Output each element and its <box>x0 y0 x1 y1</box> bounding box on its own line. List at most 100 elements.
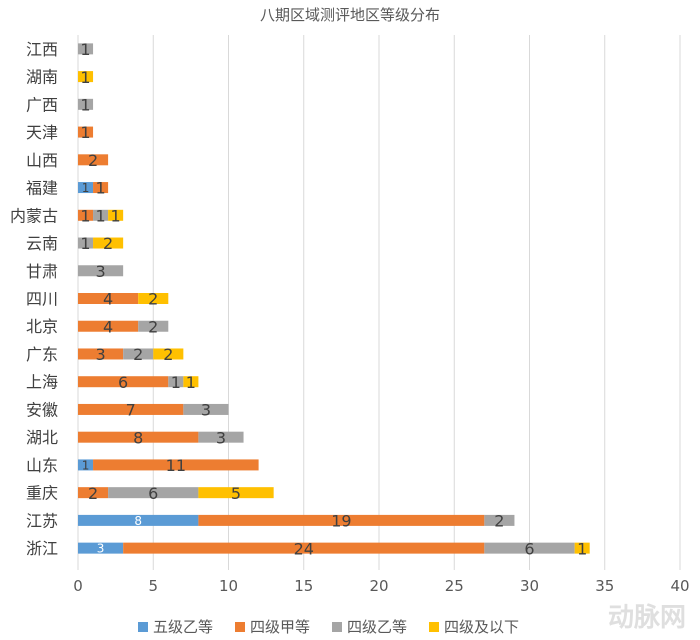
category-label: 江苏 <box>26 511 58 530</box>
data-label: 2 <box>133 345 143 364</box>
x-tick-label: 35 <box>595 577 614 595</box>
data-label: 4 <box>103 290 113 309</box>
data-label: 1 <box>111 206 121 225</box>
bar-segment <box>78 459 94 471</box>
bar-segment <box>574 542 590 554</box>
bar-segment <box>78 126 94 138</box>
data-label: 1 <box>186 373 196 392</box>
legend-label: 四级及以下 <box>444 618 519 636</box>
data-label: 3 <box>216 428 226 447</box>
category-label: 四川 <box>26 290 58 309</box>
category-label: 云南 <box>26 234 58 253</box>
category-label: 上海 <box>26 373 58 392</box>
bar-segment <box>78 154 109 166</box>
category-label: 安徽 <box>26 400 58 419</box>
watermark: 动脉网 <box>607 603 686 633</box>
category-label: 浙江 <box>26 539 58 558</box>
bar-segment <box>198 514 485 526</box>
legend-swatch <box>332 622 342 632</box>
category-label: 广西 <box>26 95 58 114</box>
bar-segment <box>78 265 124 277</box>
category-label: 湖南 <box>26 68 58 87</box>
data-label: 2 <box>494 512 504 531</box>
bar-segment <box>78 182 94 194</box>
legend-swatch <box>138 622 148 632</box>
bar-segment <box>93 209 109 221</box>
x-tick-label: 40 <box>670 577 689 595</box>
data-label: 3 <box>201 401 211 420</box>
data-label: 5 <box>231 484 241 503</box>
data-label: 19 <box>331 512 351 531</box>
data-label: 3 <box>97 542 105 556</box>
bar-segment <box>198 487 274 499</box>
legend-label: 四级乙等 <box>347 618 407 636</box>
x-tick-label: 20 <box>369 577 388 595</box>
data-label: 2 <box>88 484 98 503</box>
data-label: 1 <box>95 206 105 225</box>
bar-segment <box>138 293 169 304</box>
bar-segment <box>78 98 94 110</box>
data-label: 1 <box>171 373 181 392</box>
data-label: 8 <box>134 514 142 528</box>
bar-segment <box>78 348 124 360</box>
bar-segment <box>78 542 124 554</box>
bar-segment <box>198 431 244 443</box>
data-label: 6 <box>148 484 158 503</box>
bar-segment <box>78 514 199 526</box>
bar-segment <box>108 487 199 499</box>
data-label: 1 <box>577 539 587 558</box>
bar-segment <box>78 320 139 332</box>
x-tick-label: 10 <box>219 577 238 595</box>
bar-segment <box>78 403 184 415</box>
category-label: 江西 <box>26 40 58 59</box>
data-label: 1 <box>80 95 90 114</box>
legend-swatch <box>235 622 245 632</box>
bar-segment <box>78 376 169 388</box>
category-label: 山西 <box>26 151 58 170</box>
data-label: 1 <box>95 179 105 198</box>
data-label: 8 <box>133 428 143 447</box>
data-label: 1 <box>80 68 90 87</box>
data-label: 1 <box>80 206 90 225</box>
bar-segment <box>484 542 575 554</box>
category-label: 内蒙古 <box>10 206 58 225</box>
bar-segment <box>168 376 184 388</box>
category-label: 福建 <box>26 179 58 198</box>
category-label: 甘肃 <box>26 262 58 281</box>
bar-segment <box>183 403 229 415</box>
bar-segment <box>108 209 124 221</box>
data-label: 1 <box>80 123 90 142</box>
bar-segment <box>78 71 94 83</box>
data-label: 1 <box>80 40 90 59</box>
x-tick-label: 30 <box>520 577 539 595</box>
legend-swatch <box>429 622 439 632</box>
bar-segment <box>78 431 199 443</box>
bar-segment <box>153 348 184 360</box>
bar-segment <box>93 237 124 249</box>
data-label: 1 <box>80 234 90 253</box>
chart-title: 八期区域测评地区等级分布 <box>260 6 440 24</box>
data-label: 2 <box>88 151 98 170</box>
data-label: 7 <box>126 401 136 420</box>
bar-segment <box>123 542 485 554</box>
bar-segment <box>93 182 109 194</box>
category-label: 北京 <box>26 317 58 336</box>
x-tick-label: 15 <box>294 577 313 595</box>
bar-segment <box>93 459 259 471</box>
data-label: 2 <box>148 317 158 336</box>
bar-segment <box>78 293 139 304</box>
data-label: 1 <box>82 181 90 195</box>
bar-segment <box>78 43 94 55</box>
bar-segment <box>183 376 199 388</box>
data-label: 2 <box>103 234 113 253</box>
data-label: 6 <box>524 539 534 558</box>
category-label: 天津 <box>26 123 58 142</box>
data-label: 6 <box>118 373 128 392</box>
x-tick-label: 5 <box>148 577 158 595</box>
bar-segment <box>78 237 94 249</box>
data-label: 4 <box>103 317 113 336</box>
data-label: 24 <box>294 539 314 558</box>
bar-segment <box>78 209 94 221</box>
x-tick-label: 25 <box>445 577 464 595</box>
